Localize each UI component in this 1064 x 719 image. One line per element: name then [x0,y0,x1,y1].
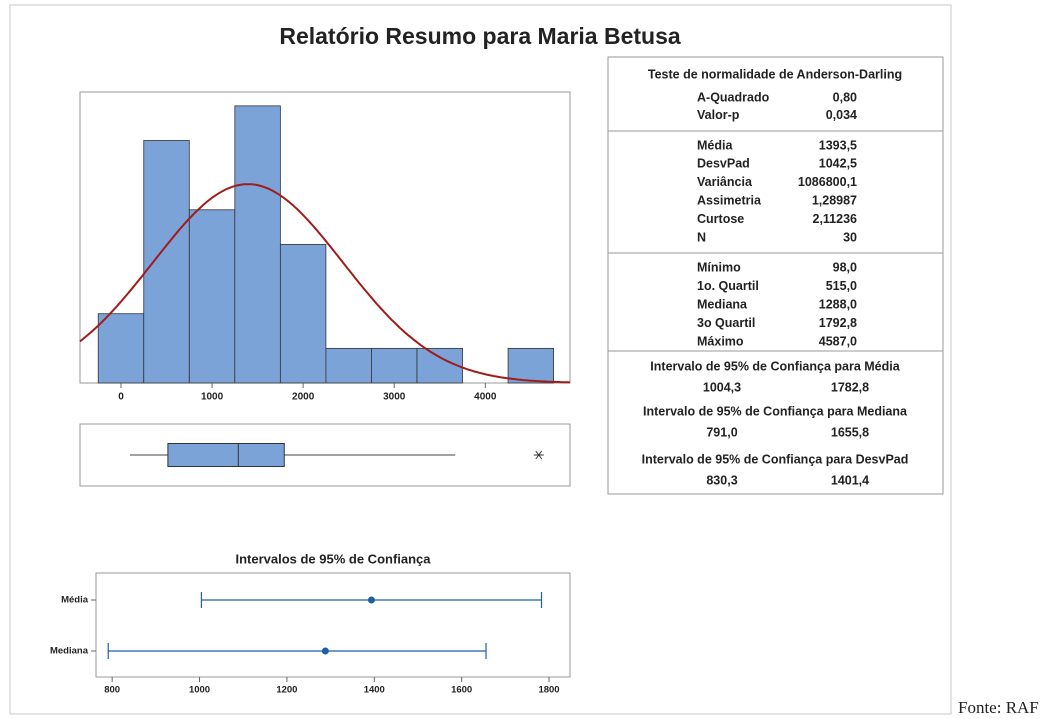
x-tick-label: 1400 [364,685,385,696]
interval-center [367,596,375,604]
stat-value: 4587,0 [819,334,857,348]
stat-value: 1,28987 [812,193,857,207]
interval-heading: Intervalo de 95% de Confiança para Média [650,359,900,373]
stat-label: A-Quadrado [697,90,770,104]
histogram-bar [416,347,463,384]
interval-title: Intervalos de 95% de Confiança [235,551,431,566]
stat-label: Curtose [697,212,744,226]
x-tick-label: 1200 [276,685,297,696]
normal-curve [79,183,571,384]
y-tick-label: Mediana [50,646,89,657]
stat-label: Assimetria [697,193,762,207]
outlier [533,450,544,460]
interval-low: 791,0 [706,425,737,439]
stat-value: 1042,5 [819,157,857,171]
stat-value: 98,0 [833,260,857,274]
stat-label: Máximo [697,334,744,348]
stat-value: 0,034 [826,108,857,122]
stat-label: Variância [697,175,753,189]
x-tick-label: 0 [118,392,124,403]
x-tick-label: 1000 [189,685,210,696]
interval-frame [95,572,571,678]
stat-value: 1393,5 [819,138,857,152]
interval-high: 1782,8 [831,380,869,394]
stat-value: 30 [843,230,857,244]
stat-label: DesvPad [697,157,750,171]
x-tick-label: 2000 [292,392,315,403]
histogram-bar [143,140,190,384]
interval-high: 1655,8 [831,425,869,439]
interval-center [321,647,329,655]
histogram-bar [325,347,372,384]
stat-value: 1086800,1 [798,175,857,189]
stat-label: 3o Quartil [697,316,755,330]
x-tick-label: 1000 [201,392,224,403]
stat-label: N [697,230,706,244]
histogram-bar [188,209,236,384]
footer: Fonte: RAF [958,698,1039,717]
stats-table [607,56,944,495]
report-title: Relatório Resumo para Maria Betusa [279,23,681,49]
interval-low: 1004,3 [703,380,741,394]
histogram-bar [279,244,327,384]
table-heading: Teste de normalidade de Anderson-Darling [648,67,902,81]
x-tick-label: 3000 [383,392,406,403]
box [167,443,285,467]
stat-value: 1792,8 [819,316,857,330]
histogram-bar [371,347,418,384]
x-tick-label: 1800 [538,685,559,696]
stat-label: Mínimo [697,260,741,274]
stat-label: Mediana [697,297,748,311]
stat-label: Média [697,138,733,152]
histogram-bar [234,105,281,384]
x-tick-label: 1600 [451,685,472,696]
stat-label: 1o. Quartil [697,279,759,293]
interval-high: 1401,4 [831,473,869,487]
histogram-bar [507,347,555,384]
interval-heading: Intervalo de 95% de Confiança para Media… [643,404,908,418]
stat-value: 515,0 [826,279,857,293]
x-tick-label: 4000 [474,392,497,403]
y-tick-label: Média [61,595,89,606]
stat-value: 1288,0 [819,297,857,311]
x-tick-label: 800 [104,685,120,696]
stat-value: 0,80 [833,90,857,104]
stat-value: 2,11236 [813,212,858,226]
histogram-bar [97,313,145,384]
interval-heading: Intervalo de 95% de Confiança para DesvP… [642,452,909,466]
interval-low: 830,3 [706,473,737,487]
stat-label: Valor-p [697,108,740,122]
